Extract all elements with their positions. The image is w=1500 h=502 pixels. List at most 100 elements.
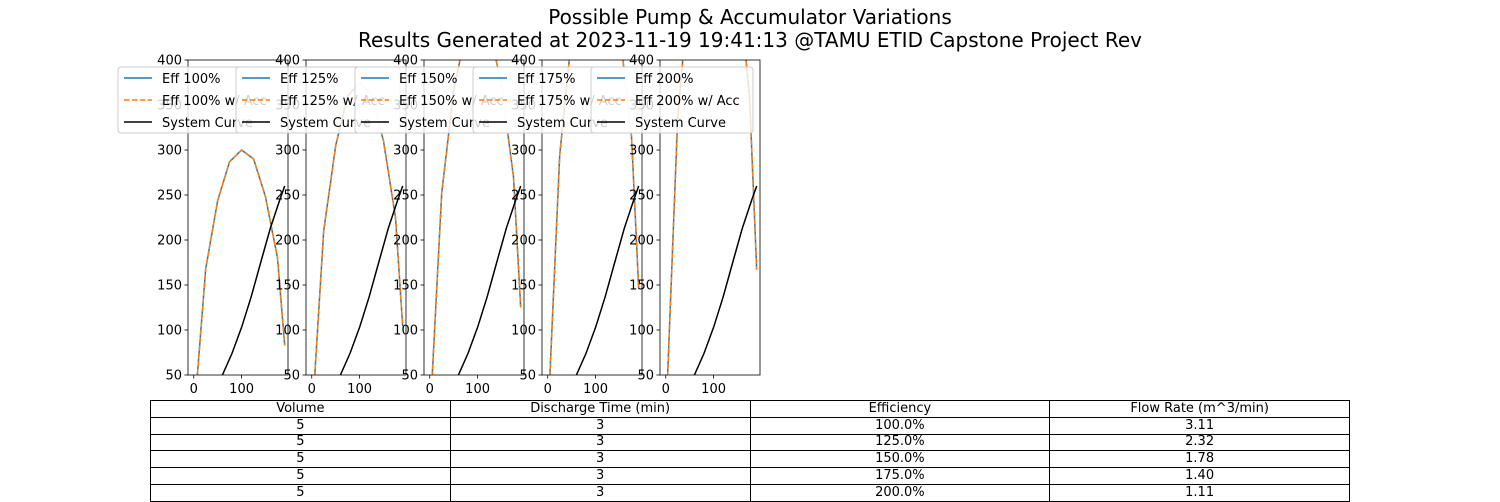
y-tick-label: 50 (283, 369, 300, 384)
y-tick-label: 50 (401, 369, 418, 384)
table-row: 5 3 150.0% 1.78 (150, 450, 1350, 469)
y-tick-label: 150 (511, 279, 536, 294)
table-cell: 3 (449, 467, 751, 485)
system-curve-line (221, 185, 286, 375)
legend-label: Eff 100% (162, 72, 220, 87)
y-tick-label: 400 (629, 54, 654, 69)
plot-lines (431, 60, 522, 375)
x-tick-label: 0 (544, 382, 552, 397)
plot-frame (187, 59, 289, 376)
y-tick-label: 300 (275, 144, 300, 159)
y-tick-label: 400 (157, 54, 182, 69)
system-curve-line (575, 185, 640, 375)
y-tick-label: 300 (157, 144, 182, 159)
y-tick-label: 150 (157, 279, 182, 294)
y-tick-label: 150 (393, 279, 418, 294)
accumulator-curve-line (196, 149, 286, 375)
plot-frame (541, 59, 643, 376)
table-row: 5 3 175.0% 1.40 (150, 467, 1350, 485)
table-cell: 2.32 (1049, 433, 1350, 452)
y-tick-label: 150 (275, 279, 300, 294)
legend-label: Eff 150% (399, 72, 457, 87)
y-tick-label: 250 (629, 189, 654, 204)
title-line-2: Results Generated at 2023-11-19 19:41:13… (357, 28, 1143, 52)
table-cell: 1.11 (1049, 483, 1350, 502)
legend-label: Eff 200% (635, 72, 693, 87)
y-tick-label: 250 (157, 189, 182, 204)
system-curve-line (693, 185, 758, 375)
y-tick-label: 100 (275, 324, 300, 339)
table-cell: 200.0% (749, 483, 1051, 502)
table-cell: 100.0% (749, 416, 1051, 435)
table-cell: 150.0% (749, 450, 1051, 469)
y-tick-label: 100 (629, 324, 654, 339)
table-row: 5 3 125.0% 2.32 (150, 433, 1350, 452)
x-tick-label: 0 (426, 382, 434, 397)
y-tick-label: 100 (511, 324, 536, 339)
table-header-row: Volume Discharge Time (min) Efficiency F… (150, 400, 1350, 418)
table-cell: 5 (150, 433, 451, 452)
y-tick-label: 50 (519, 369, 536, 384)
accumulator-curve-line (431, 60, 522, 375)
x-tick-label: 0 (662, 382, 670, 397)
table-row: 5 3 100.0% 3.11 (150, 416, 1350, 435)
y-tick-label: 200 (511, 234, 536, 249)
table-cell: 175.0% (749, 467, 1051, 485)
y-tick-label: 50 (637, 369, 654, 384)
x-tick-label: 0 (190, 382, 198, 397)
y-tick-label: 100 (157, 324, 182, 339)
table-cell: 3.11 (1049, 416, 1350, 435)
y-tick-label: 200 (157, 234, 182, 249)
legend-label: Eff 125% (280, 72, 338, 87)
x-tick-label: 100 (347, 382, 372, 397)
y-tick-label: 100 (393, 324, 418, 339)
y-tick-label: 200 (629, 234, 654, 249)
plot-frame (659, 59, 761, 376)
y-tick-label: 300 (393, 144, 418, 159)
table-cell: 3 (449, 433, 751, 452)
table-cell: 5 (150, 467, 451, 485)
legend-box (590, 66, 754, 134)
legend-label: System Curve (399, 116, 490, 131)
x-tick-label: 100 (583, 382, 608, 397)
x-tick-label: 0 (308, 382, 316, 397)
legend-label: System Curve (162, 116, 253, 131)
y-tick-label: 200 (393, 234, 418, 249)
legend-label: System Curve (635, 116, 726, 131)
y-tick-label: 50 (165, 369, 182, 384)
charts-canvas: 501001502002503003504000100Eff 100%Eff 1… (117, 54, 761, 397)
table-cell: 5 (150, 416, 451, 435)
pump-curve-line (196, 149, 286, 375)
table-header-cell: Flow Rate (m^3/min) (1049, 400, 1350, 418)
y-tick-label: 200 (275, 234, 300, 249)
y-tick-label: 300 (511, 144, 536, 159)
table-header-cell: Volume (150, 400, 451, 418)
table-cell: 5 (150, 450, 451, 469)
y-tick-label: 300 (629, 144, 654, 159)
y-tick-label: 250 (511, 189, 536, 204)
figure-title: Possible Pump & Accumulator Variations R… (0, 6, 1500, 52)
title-line-1: Possible Pump & Accumulator Variations (548, 5, 952, 29)
results-table: Volume Discharge Time (min) Efficiency F… (150, 400, 1350, 502)
plot-lines (196, 149, 286, 375)
table-header-cell: Discharge Time (min) (449, 400, 751, 418)
legend-label: Eff 200% w/ Acc (635, 94, 740, 109)
table-cell: 3 (449, 450, 751, 469)
system-curve-line (457, 185, 522, 375)
table-cell: 5 (150, 483, 451, 502)
table-header-cell: Efficiency (749, 400, 1051, 418)
y-tick-label: 250 (275, 189, 300, 204)
y-tick-label: 400 (511, 54, 536, 69)
system-curve-line (339, 185, 404, 375)
plot-frame (423, 59, 525, 376)
table-cell: 125.0% (749, 433, 1051, 452)
y-tick-label: 400 (275, 54, 300, 69)
x-tick-label: 100 (465, 382, 490, 397)
table-cell: 1.78 (1049, 450, 1350, 469)
legend-label: System Curve (517, 116, 608, 131)
table-cell: 3 (449, 416, 751, 435)
table-cell: 1.40 (1049, 467, 1350, 485)
legend-label: Eff 175% (517, 72, 575, 87)
y-tick-label: 150 (629, 279, 654, 294)
legend-label: System Curve (280, 116, 371, 131)
